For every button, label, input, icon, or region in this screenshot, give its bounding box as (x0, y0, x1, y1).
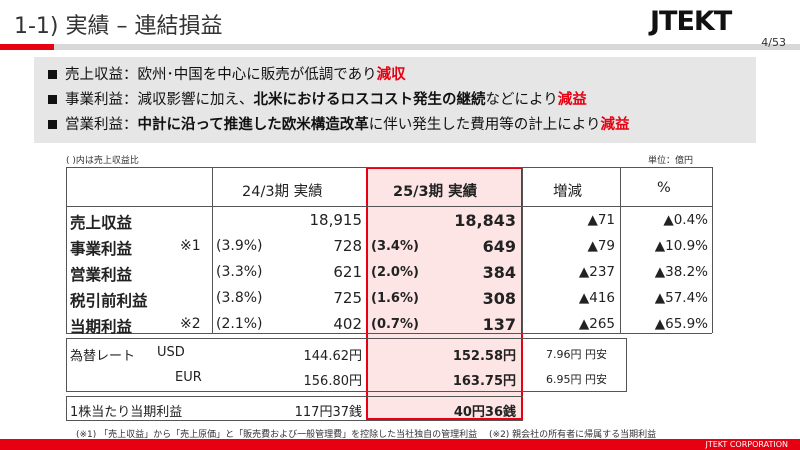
curr-value: 308 (482, 289, 516, 308)
curr-value: 137 (482, 315, 516, 334)
fx-usd-diff: 7.96円 円安 (546, 348, 607, 361)
diff-value: ▲71 (587, 212, 615, 228)
company-logo: JTEKT (650, 6, 732, 37)
summary-line-business-profit: 事業利益：減収影響に加え、北米におけるロスコスト発生の継続などにより減益 (44, 88, 746, 113)
prev-value: 18,915 (309, 211, 363, 229)
summary-text: 欧州･中国を中心に販売が低調であり (137, 67, 377, 83)
table-rule-right (712, 167, 713, 333)
summary-label: 売上収益： (65, 67, 138, 83)
table-rule-bottom (66, 333, 712, 334)
summary-text: 減収影響に加え、 (137, 92, 254, 108)
curr-ratio: (2.0%) (371, 265, 419, 280)
eps-rule-bottom (66, 420, 523, 421)
row-footnote-mark: ※2 (180, 316, 201, 332)
curr-ratio: (0.7%) (371, 317, 419, 332)
unit-label: 単位：億円 (648, 156, 694, 166)
diff-value: ▲416 (578, 290, 615, 306)
square-bullet-icon (48, 70, 57, 79)
pct-change: ▲38.2% (654, 264, 708, 280)
row-label: 当期利益 (70, 318, 133, 336)
fx-usd-ccy: USD (157, 345, 185, 360)
pct-change: ▲57.4% (654, 290, 708, 306)
table-col-sep (620, 167, 621, 333)
summary-text: などにより (485, 92, 558, 108)
table-rule-header (66, 206, 712, 207)
header-curr: 25/3期 実績 (393, 184, 478, 200)
fx-rule-left (66, 338, 67, 391)
ratio-note: ( )内は売上収益比 (66, 156, 139, 166)
summary-bold: 中計に沿って推進した欧米構造改革 (137, 117, 369, 133)
fx-usd-prev: 144.62円 (303, 349, 363, 364)
row-label: 営業利益 (70, 266, 133, 284)
summary-emphasis: 減収 (376, 67, 406, 83)
footnote: (※1) 「売上収益」から「売上原価」と「販売費および一般管理費」を控除した当社… (76, 430, 657, 440)
summary-label: 事業利益： (65, 92, 138, 108)
footer-bar (0, 439, 800, 450)
eps-rule-left (66, 396, 67, 420)
fx-rule-right (626, 338, 627, 391)
diff-value: ▲237 (578, 264, 615, 280)
eps-rule-top (66, 396, 523, 397)
header-diff: 増減 (553, 184, 582, 200)
prev-ratio: (3.3%) (216, 264, 263, 280)
pct-change: ▲10.9% (654, 238, 708, 254)
fx-rule-top (66, 338, 627, 339)
fx-rule-bottom (66, 391, 627, 392)
prev-value: 621 (333, 263, 362, 281)
prev-value: 725 (333, 289, 362, 307)
fx-eur-prev: 156.80円 (303, 374, 363, 389)
fx-eur-curr: 163.75円 (452, 374, 516, 389)
title-accent (0, 44, 54, 50)
row-label: 売上収益 (70, 214, 133, 232)
summary-line-revenue: 売上収益：欧州･中国を中心に販売が低調であり減収 (44, 63, 746, 88)
page-title: 1-1) 実績 – 連結損益 (14, 14, 223, 39)
row-label: 税引前利益 (70, 292, 148, 310)
summary-bold: 北米におけるロスコスト発生の継続 (253, 92, 486, 108)
curr-value: 384 (482, 263, 516, 282)
fx-label: 為替レート (70, 349, 136, 364)
fx-eur-diff: 6.95円 円安 (546, 373, 607, 386)
diff-value: ▲79 (587, 238, 615, 254)
eps-label: 1株当たり当期利益 (70, 405, 183, 420)
prev-ratio: (2.1%) (216, 316, 263, 332)
summary-label: 営業利益： (65, 117, 138, 133)
current-year-highlight (366, 167, 523, 420)
header-prev: 24/3期 実績 (242, 184, 323, 200)
summary-box: 売上収益：欧州･中国を中心に販売が低調であり減収 事業利益：減収影響に加え、北米… (34, 57, 756, 143)
row-label: 事業利益 (70, 240, 133, 258)
pct-change: ▲0.4% (663, 212, 708, 228)
prev-ratio: (3.9%) (216, 238, 263, 254)
page-number: 4/53 (761, 36, 786, 49)
curr-ratio: (3.4%) (371, 239, 419, 254)
footer-company: JTEKT CORPORATION (705, 440, 788, 449)
summary-emphasis: 減益 (600, 117, 630, 133)
prev-value: 402 (333, 315, 362, 333)
diff-value: ▲265 (578, 316, 615, 332)
title-divider (0, 44, 800, 50)
prev-value: 728 (333, 237, 362, 255)
table-col-sep (522, 167, 523, 333)
square-bullet-icon (48, 120, 57, 129)
curr-value: 18,843 (454, 211, 516, 230)
curr-ratio: (1.6%) (371, 291, 419, 306)
table-col-sep (212, 167, 213, 333)
title-bar: 1-1) 実績 – 連結損益 JTEKT 4/53 (0, 0, 800, 52)
table-rule-top (66, 167, 712, 168)
header-pct: % (657, 180, 671, 196)
square-bullet-icon (48, 95, 57, 104)
eps-prev: 117円37銭 (294, 405, 362, 420)
curr-value: 649 (482, 237, 516, 256)
eps-curr: 40円36銭 (453, 405, 516, 420)
fx-eur-ccy: EUR (175, 370, 202, 385)
prev-ratio: (3.8%) (216, 290, 263, 306)
table-rule-left (66, 167, 67, 333)
summary-emphasis: 減益 (557, 92, 587, 108)
pct-change: ▲65.9% (654, 316, 708, 332)
row-footnote-mark: ※1 (180, 238, 201, 254)
summary-text: に伴い発生した費用等の計上により (368, 117, 601, 133)
summary-line-operating-profit: 営業利益：中計に沿って推進した欧米構造改革に伴い発生した費用等の計上により減益 (44, 113, 746, 138)
fx-usd-curr: 152.58円 (452, 349, 516, 364)
